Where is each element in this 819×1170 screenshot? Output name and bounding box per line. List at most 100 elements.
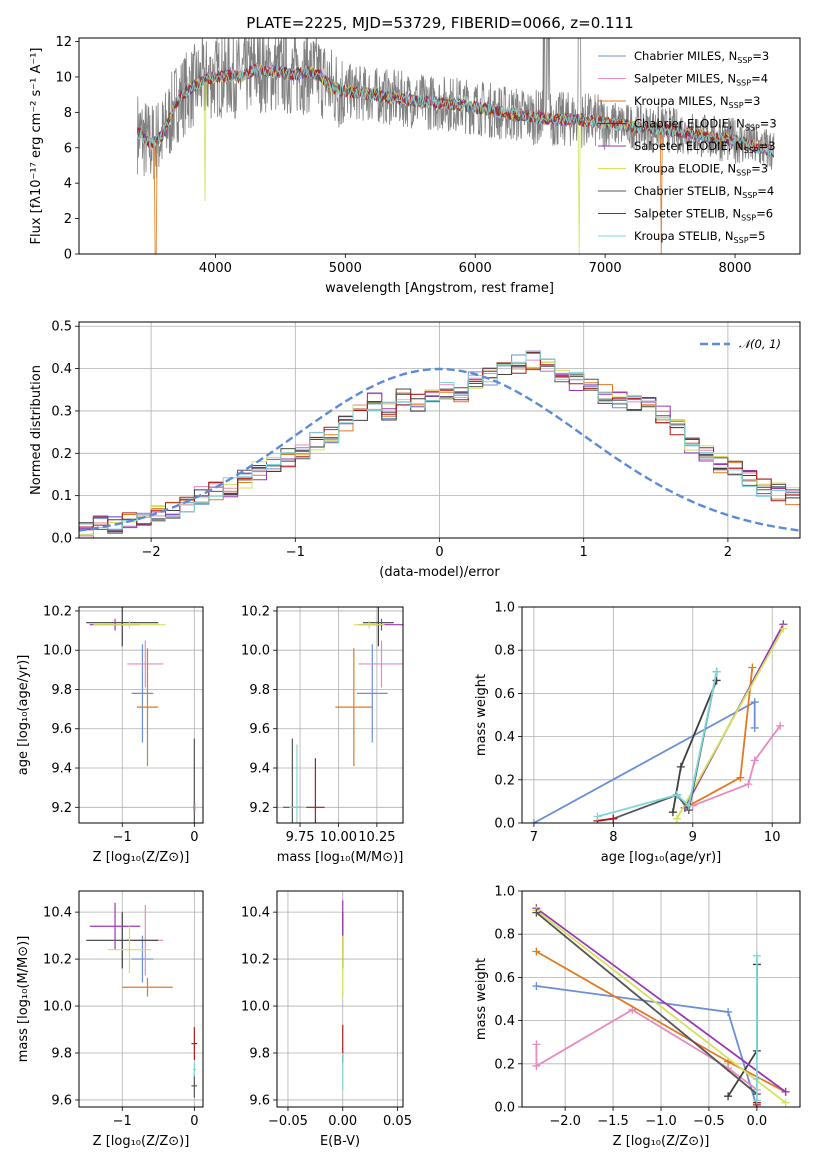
weight-series-chabrier-miles — [532, 982, 761, 1107]
axes-frame — [78, 606, 204, 824]
y-tick-label: 0.0 — [51, 532, 72, 547]
weight-marker — [724, 1007, 733, 1016]
y-axis-label: age [log₁₀(age/yr)] — [16, 655, 31, 776]
y-tick-label: 10.2 — [43, 953, 72, 968]
grid — [522, 606, 800, 824]
weight-marker — [781, 1087, 790, 1096]
y-tick-label: 0.4 — [494, 730, 515, 745]
y-tick-label: 12 — [55, 35, 72, 50]
weight-marker — [668, 808, 677, 817]
weight-marker — [532, 1040, 541, 1049]
weight-series-chabrier-miles — [529, 698, 759, 823]
x-tick-label: 1 — [580, 545, 588, 560]
data-point-kroupa-stelib — [192, 1062, 196, 1077]
y-tick-label: 10.0 — [241, 644, 270, 659]
weight-marker — [752, 1074, 761, 1083]
data-point-salpeter-elodie — [89, 902, 141, 950]
y-tick-label: 0 — [64, 248, 72, 263]
model-spectrum-kroupa-stelib — [137, 64, 774, 156]
weight-vs-age-panel: 7 8 9 10 0.0 0.2 0.4 0.6 0.8 1.0 age [log₁₀(age/yr… — [474, 601, 801, 865]
legend-label: Chabrier MILES, NSSP=3 — [634, 49, 769, 65]
age-vs-metallicity-panel: −1 0 9.2 9.4 9.6 9.8 10.0 10.2 Z [log₁₀(Z/Z⊙)] ag… — [16, 604, 204, 865]
axes-frame — [521, 890, 801, 1108]
x-axis-label: Z [log₁₀(Z/Z⊙)] — [93, 850, 190, 865]
data-point-kroupa-miles — [122, 977, 173, 997]
weight-marker — [672, 790, 681, 799]
y-tick-label: 6 — [64, 141, 72, 156]
y-tick-label: 9.6 — [249, 722, 270, 737]
y-tick-label: 9.6 — [249, 1093, 270, 1108]
data-point-kroupa-stelib — [194, 803, 196, 812]
histogram-salpeter-stelib — [79, 352, 800, 528]
weight-marker — [712, 667, 721, 676]
x-tick-label: −2 — [142, 545, 161, 560]
weight-series-salpeter-miles — [532, 1005, 761, 1094]
y-tick-label: 10.0 — [43, 1000, 72, 1015]
weight-line — [535, 909, 787, 1104]
legend-label: Chabrier ELODIE, NSSP=3 — [634, 117, 777, 133]
data-point-salpeter-stelib — [191, 1027, 198, 1061]
y-tick-label: 10.4 — [241, 906, 270, 921]
x-tick-label: −1 — [113, 1114, 132, 1129]
y-tick-label: 0.2 — [494, 773, 515, 788]
axes-frame — [276, 890, 404, 1108]
weight-marker — [532, 982, 541, 991]
y-tick-label: 0.0 — [494, 1101, 515, 1116]
y-tick-label: 9.2 — [51, 801, 72, 816]
y-axis-label: Flux [fλ10⁻¹⁷ erg cm⁻² s⁻¹ A⁻¹] — [29, 48, 44, 245]
y-tick-label: 10.0 — [241, 1000, 270, 1015]
data-point-kroupa-elodie — [93, 620, 166, 629]
x-tick-label: 10 — [764, 830, 781, 845]
data-point-kroupa-elodie — [353, 620, 385, 629]
histogram-kroupa-stelib — [79, 350, 800, 536]
grid — [277, 607, 403, 823]
x-axis-label: wavelength [Angstrom, rest frame] — [325, 281, 554, 296]
weight-line — [535, 911, 758, 1095]
weight-line — [533, 700, 756, 823]
legend-label: Kroupa STELIB, NSSP=5 — [634, 229, 765, 245]
axes-frame — [276, 606, 404, 824]
x-tick-label: −0.5 — [693, 1114, 725, 1129]
y-tick-label: 10.2 — [241, 604, 270, 619]
weight-marker — [724, 1092, 733, 1101]
y-tick-label: 9.8 — [249, 683, 270, 698]
age-vs-mass-panel: 9.75 10.00 10.25 9.2 9.4 9.6 9.8 10.0 10.2 mass [… — [241, 604, 404, 865]
x-tick-label: 0 — [190, 830, 198, 845]
weight-marker — [752, 1096, 761, 1105]
x-tick-label: −1.5 — [597, 1114, 629, 1129]
y-tick-label: 9.6 — [51, 1093, 72, 1108]
weight-marker — [781, 1098, 790, 1107]
weight-marker — [744, 780, 753, 789]
model-spectrum-kroupa-elodie — [137, 63, 774, 254]
x-tick-label: 4000 — [199, 261, 232, 276]
x-tick-label: 0 — [435, 545, 443, 560]
axes-frame — [521, 606, 801, 824]
y-tick-label: 2 — [64, 212, 72, 227]
ticks: 9.75 10.00 10.25 9.2 9.4 9.6 9.8 10.0 10.2 — [241, 604, 395, 845]
x-tick-label: 7 — [530, 830, 538, 845]
observed-spectrum — [137, 38, 775, 180]
y-tick-label: 9.8 — [51, 1047, 72, 1062]
x-axis-label: mass [log₁₀(M/M⊙)] — [277, 850, 404, 865]
y-tick-label: 10.2 — [43, 604, 72, 619]
y-tick-label: 0.2 — [51, 447, 72, 462]
x-axis-label: age [log₁₀(age/yr)] — [601, 850, 722, 865]
legend-label: Salpeter STELIB, NSSP=6 — [634, 207, 773, 223]
axes-frame — [78, 37, 801, 255]
weight-series-kroupa-stelib — [752, 951, 761, 1105]
data-point-salpeter-stelib — [306, 758, 325, 823]
x-tick-label: 10.00 — [320, 830, 357, 845]
x-tick-label: 7000 — [589, 261, 622, 276]
y-tick-label: 0.5 — [51, 320, 72, 335]
data-point-chabrier-stelib — [191, 1074, 198, 1098]
y-tick-label: 4 — [64, 177, 72, 192]
data-point-chabrier-miles — [356, 644, 388, 743]
weight-marker — [752, 951, 761, 960]
weight-marker — [532, 1061, 541, 1070]
x-tick-label: −2.0 — [549, 1114, 581, 1129]
weight-marker — [748, 663, 757, 672]
model-spectrum-chabrier-stelib — [137, 64, 774, 157]
axes-frame — [78, 890, 204, 1108]
weight-line — [535, 907, 787, 1093]
